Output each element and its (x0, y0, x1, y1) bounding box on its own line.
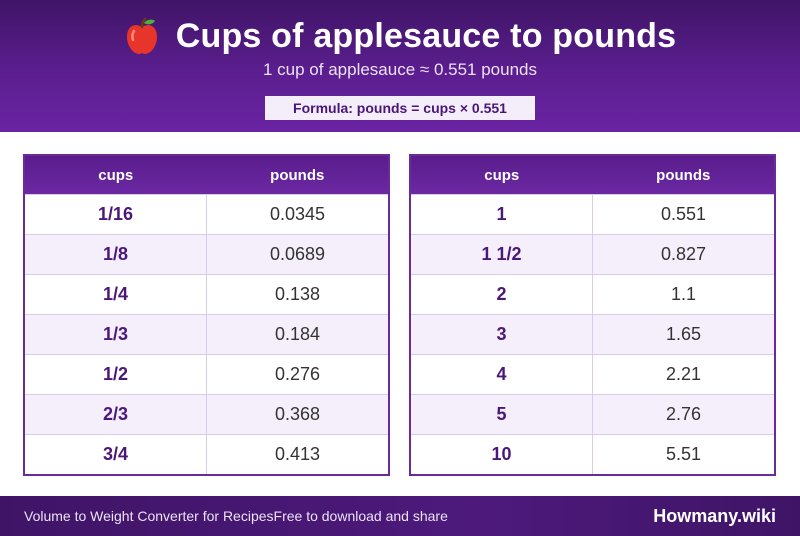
table-row: 3/4 0.413 (25, 434, 388, 474)
table-row: 4 2.21 (411, 354, 774, 394)
table-row: 2 1.1 (411, 274, 774, 314)
table-row: 1/2 0.276 (25, 354, 388, 394)
table-row: 5 2.76 (411, 394, 774, 434)
table-row: 10 5.51 (411, 434, 774, 474)
table-row: 1 1/2 0.827 (411, 234, 774, 274)
table-header: cups pounds (25, 156, 388, 194)
pounds-cell: 0.368 (274, 404, 321, 424)
table-row: 1/3 0.184 (25, 314, 388, 354)
pounds-cell: 1.1 (670, 284, 697, 304)
footer-tagline: Volume to Weight Converter for RecipesFr… (24, 508, 448, 524)
column-header-cups: cups (484, 166, 520, 184)
pounds-cell: 0.184 (274, 324, 321, 344)
cups-cell: 1 1/2 (411, 235, 593, 274)
cups-cell: 1/8 (25, 235, 207, 274)
cups-cell: 1/3 (25, 315, 207, 354)
conversion-table-left: cups pounds 1/16 0.0345 1/8 0.0689 1/4 0… (23, 154, 390, 476)
formula-badge: Formula: pounds = cups × 0.551 (265, 96, 535, 120)
pounds-cell: 0.0345 (269, 204, 326, 224)
table-row: 1 0.551 (411, 194, 774, 234)
cups-cell: 3 (411, 315, 593, 354)
pounds-cell: 0.413 (274, 444, 321, 464)
table-row: 2/3 0.368 (25, 394, 388, 434)
table-row: 3 1.65 (411, 314, 774, 354)
cups-cell: 3/4 (25, 435, 207, 474)
pounds-cell: 0.276 (274, 364, 321, 384)
apple-icon (124, 17, 160, 55)
pounds-cell: 2.76 (665, 404, 702, 424)
brand-logo-text[interactable]: Howmany.wiki (653, 506, 776, 526)
footer-bar: Volume to Weight Converter for RecipesFr… (0, 496, 800, 536)
column-header-cups: cups (98, 166, 134, 184)
column-header-pounds: pounds (656, 166, 711, 184)
cups-cell: 2 (411, 275, 593, 314)
pounds-cell: 5.51 (665, 444, 702, 464)
pounds-cell: 0.551 (660, 204, 707, 224)
pounds-cell: 0.138 (274, 284, 321, 304)
cups-cell: 4 (411, 355, 593, 394)
column-header-pounds: pounds (270, 166, 325, 184)
cups-cell: 10 (411, 435, 593, 474)
page-subtitle: 1 cup of applesauce ≈ 0.551 pounds (263, 60, 537, 79)
page-title: Cups of applesauce to pounds (175, 16, 677, 55)
table-row: 1/16 0.0345 (25, 194, 388, 234)
table-row: 1/4 0.138 (25, 274, 388, 314)
cups-cell: 1/2 (25, 355, 207, 394)
pounds-cell: 0.827 (660, 244, 707, 264)
conversion-table-right: cups pounds 1 0.551 1 1/2 0.827 2 1.1 3 … (409, 154, 776, 476)
cups-cell: 1 (411, 195, 593, 234)
cups-cell: 2/3 (25, 395, 207, 434)
table-header: cups pounds (411, 156, 774, 194)
cups-cell: 5 (411, 395, 593, 434)
pounds-cell: 1.65 (665, 324, 702, 344)
cups-cell: 1/4 (25, 275, 207, 314)
pounds-cell: 0.0689 (269, 244, 326, 264)
cups-cell: 1/16 (25, 195, 207, 234)
pounds-cell: 2.21 (665, 364, 702, 384)
table-row: 1/8 0.0689 (25, 234, 388, 274)
header-banner: Cups of applesauce to pounds 1 cup of ap… (0, 0, 800, 132)
title-row: Cups of applesauce to pounds (0, 14, 800, 58)
